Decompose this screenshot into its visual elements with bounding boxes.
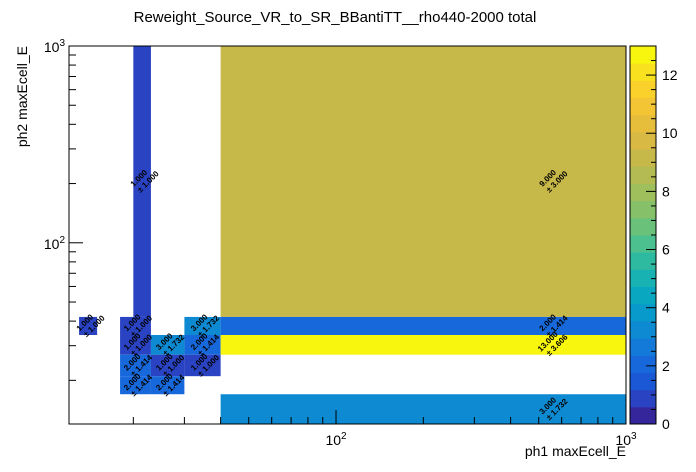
palette-segment — [630, 235, 656, 253]
y-tick-label: 102 — [44, 235, 66, 252]
palette-segment — [630, 80, 656, 99]
x-tick-label: 103 — [615, 431, 637, 448]
palette-segment — [630, 389, 656, 408]
palette-segment — [630, 355, 656, 373]
axes-layer: 102 103 102 103 — [44, 38, 637, 448]
heatmap-cell — [220, 46, 627, 317]
heatmap-cell — [120, 316, 151, 335]
palette-segment — [630, 166, 656, 184]
heatmap-cell — [220, 334, 627, 355]
heatmap-cell — [120, 354, 151, 377]
palette-segment — [630, 200, 656, 219]
palette-tick-label: 0 — [662, 416, 670, 432]
heatmap-cell — [184, 354, 221, 377]
palette-segment — [630, 372, 656, 391]
heatmap-cell — [120, 334, 151, 355]
y-tick-label: 103 — [44, 38, 66, 55]
plot-frame — [68, 45, 627, 425]
x-tick-label: 102 — [325, 431, 347, 448]
palette-segment — [630, 114, 656, 133]
y-axis-label: ph2 maxEcell_E — [14, 46, 30, 147]
palette-tick-label: 8 — [662, 183, 670, 199]
heatmap-cell — [184, 334, 221, 355]
heatmap-cell — [150, 354, 185, 377]
palette-segment — [630, 149, 656, 167]
palette-tick-label: 10 — [662, 125, 678, 141]
palette-segment — [630, 46, 656, 64]
color-palette: 0 2 4 6 8 10 12 — [629, 45, 678, 432]
palette-segment — [630, 269, 656, 288]
heatmap-cell — [120, 376, 151, 395]
palette-segment — [630, 63, 656, 81]
palette-tick-label: 2 — [662, 358, 670, 374]
palette-tick-label: 4 — [662, 300, 670, 316]
x-axis-label: ph1 maxEcell_E — [525, 443, 626, 459]
palette-segment — [630, 252, 656, 270]
heatmap-cell — [150, 376, 185, 395]
palette-tick-label: 6 — [662, 242, 670, 258]
palette-segment — [630, 286, 656, 305]
cells-layer — [79, 46, 627, 424]
palette-segment — [630, 406, 656, 425]
chart-title: Reweight_Source_VR_to_SR_BBantiTT__rho44… — [134, 9, 537, 26]
heatmap-cell — [150, 334, 185, 355]
heatmap-cell — [133, 46, 151, 317]
palette-tick-label: 12 — [662, 67, 678, 83]
palette-segment — [630, 320, 656, 339]
palette-segment — [630, 217, 656, 236]
palette-segment — [630, 183, 656, 202]
palette-segment — [630, 338, 656, 356]
palette-segment — [630, 131, 656, 150]
heatmap-cell — [220, 316, 627, 335]
heatmap-cell — [79, 316, 98, 335]
palette-segment — [630, 97, 656, 116]
heatmap-cell — [184, 316, 221, 335]
palette-segment — [630, 303, 656, 322]
